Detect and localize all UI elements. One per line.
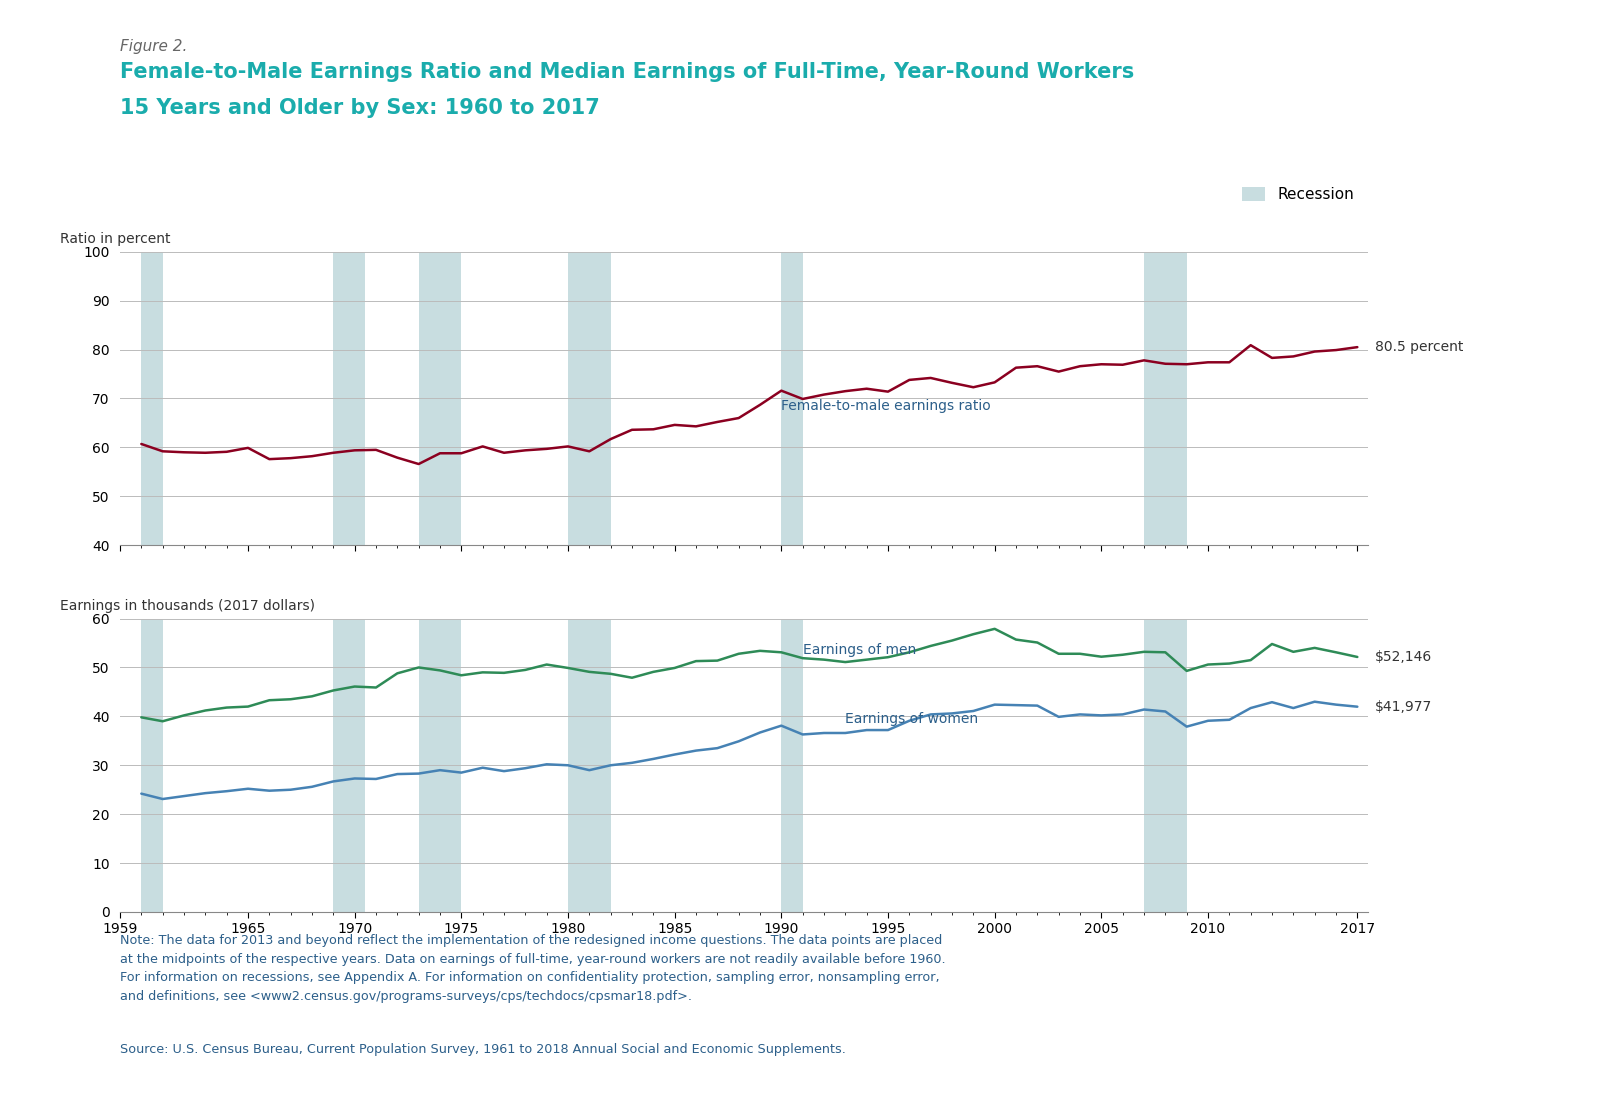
Bar (781, 252, 803, 545)
Bar (419, 619, 461, 912)
Bar (1144, 252, 1187, 545)
Bar (568, 252, 611, 545)
Text: Note: The data for 2013 and beyond reflect the implementation of the redesigned : Note: The data for 2013 and beyond refle… (120, 934, 946, 1003)
Bar (333, 252, 365, 545)
Text: $41,977: $41,977 (1374, 699, 1432, 714)
Text: $52,146: $52,146 (1374, 650, 1432, 664)
Text: Ratio in percent: Ratio in percent (61, 232, 171, 246)
Text: Female-to-male earnings ratio: Female-to-male earnings ratio (781, 398, 990, 413)
Bar (781, 619, 803, 912)
Bar (1144, 619, 1187, 912)
Text: 15 Years and Older by Sex: 1960 to 2017: 15 Years and Older by Sex: 1960 to 2017 (120, 98, 600, 119)
Text: Earnings of women: Earnings of women (845, 712, 979, 726)
Text: Figure 2.: Figure 2. (120, 39, 187, 54)
Bar (568, 619, 611, 912)
Legend: Recession: Recession (1237, 181, 1360, 208)
Bar (141, 252, 163, 545)
Text: Earnings of men: Earnings of men (803, 643, 915, 657)
Bar (419, 252, 461, 545)
Bar (141, 619, 163, 912)
Text: Female-to-Male Earnings Ratio and Median Earnings of Full-Time, Year-Round Worke: Female-to-Male Earnings Ratio and Median… (120, 62, 1134, 82)
Bar (333, 619, 365, 912)
Text: Source: U.S. Census Bureau, Current Population Survey, 1961 to 2018 Annual Socia: Source: U.S. Census Bureau, Current Popu… (120, 1043, 846, 1056)
Text: 80.5 percent: 80.5 percent (1374, 340, 1464, 354)
Text: Earnings in thousands (2017 dollars): Earnings in thousands (2017 dollars) (61, 599, 315, 613)
